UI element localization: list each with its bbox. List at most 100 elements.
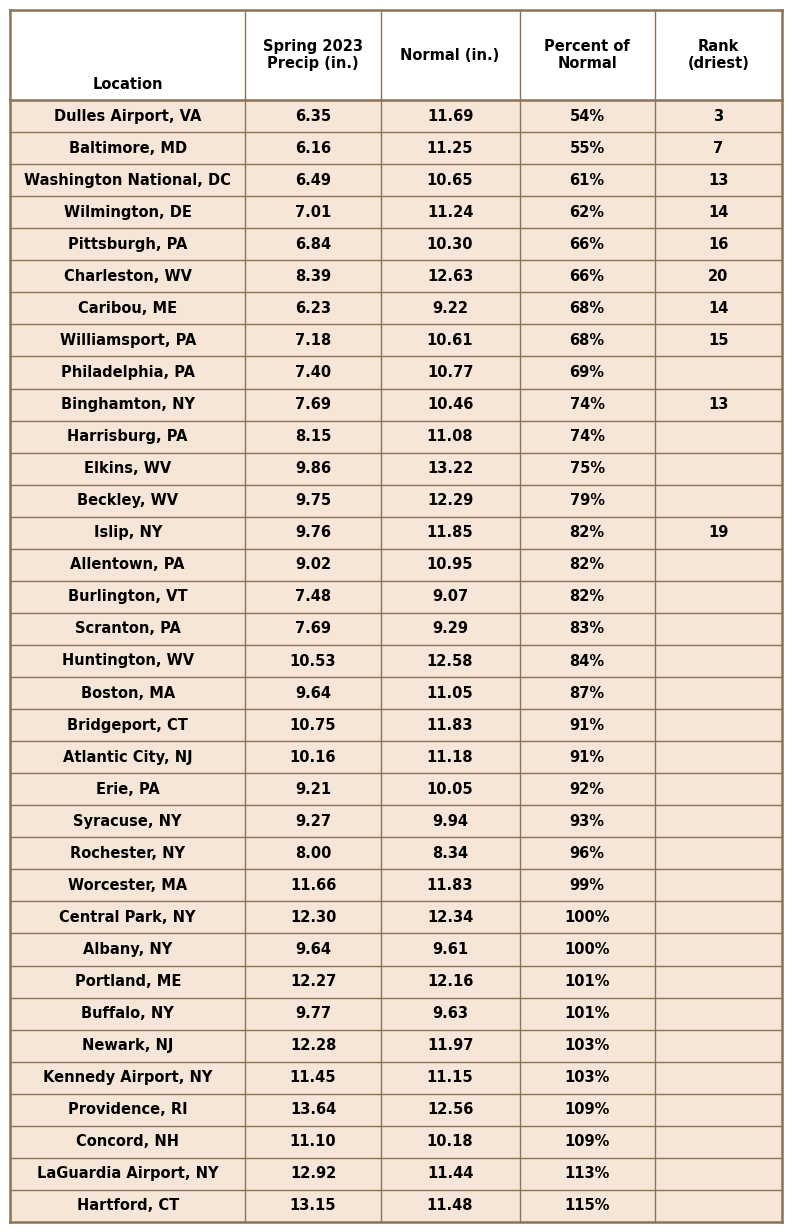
Text: 79%: 79% [569, 493, 604, 509]
Bar [655, 1158, 782, 1190]
Bar [655, 838, 782, 870]
Bar [655, 678, 782, 710]
Bar [10, 10, 246, 100]
Text: 8.34: 8.34 [432, 846, 468, 861]
Text: 9.94: 9.94 [432, 814, 468, 829]
Text: 11.69: 11.69 [427, 108, 474, 123]
Text: 10.05: 10.05 [427, 782, 474, 797]
Text: Islip, NY: Islip, NY [93, 525, 162, 541]
Text: Rank
(driest): Rank (driest) [687, 38, 749, 71]
Bar [655, 548, 782, 580]
Bar [246, 132, 381, 164]
Text: 82%: 82% [569, 525, 604, 541]
Text: 7.48: 7.48 [295, 589, 331, 605]
Text: Erie, PA: Erie, PA [96, 782, 160, 797]
Text: 83%: 83% [569, 621, 604, 637]
Bar [10, 902, 246, 934]
Bar [246, 1126, 381, 1158]
Bar [381, 164, 520, 196]
Text: 13.15: 13.15 [290, 1199, 337, 1214]
Text: Concord, NH: Concord, NH [76, 1135, 179, 1149]
Text: 101%: 101% [565, 1007, 610, 1021]
Bar [246, 742, 381, 774]
Bar [381, 196, 520, 228]
Text: 11.18: 11.18 [427, 749, 474, 765]
Text: 12.56: 12.56 [427, 1103, 474, 1117]
Text: Washington National, DC: Washington National, DC [25, 172, 231, 187]
Text: 6.84: 6.84 [295, 237, 331, 251]
Text: Philadelphia, PA: Philadelphia, PA [61, 365, 195, 379]
Bar [520, 934, 655, 966]
Text: Wilmington, DE: Wilmington, DE [64, 205, 192, 219]
Bar [381, 678, 520, 710]
Bar [520, 548, 655, 580]
Text: 9.63: 9.63 [432, 1007, 468, 1021]
Bar [655, 1094, 782, 1126]
Text: 115%: 115% [565, 1199, 610, 1214]
Bar [655, 774, 782, 806]
Text: Harrisburg, PA: Harrisburg, PA [67, 429, 188, 444]
Bar [655, 902, 782, 934]
Text: 9.21: 9.21 [295, 782, 331, 797]
Text: 13.64: 13.64 [290, 1103, 336, 1117]
Bar [246, 420, 381, 452]
Bar [655, 580, 782, 612]
Text: 7.69: 7.69 [295, 621, 331, 637]
Text: 91%: 91% [569, 717, 604, 733]
Text: 68%: 68% [569, 301, 604, 315]
Text: 8.15: 8.15 [295, 429, 331, 444]
Text: 74%: 74% [569, 429, 604, 444]
Bar [655, 516, 782, 548]
Bar [381, 1062, 520, 1094]
Bar [520, 164, 655, 196]
Text: 12.16: 12.16 [427, 975, 474, 989]
Bar [381, 806, 520, 838]
Bar [10, 934, 246, 966]
Bar [246, 324, 381, 356]
Bar [655, 742, 782, 774]
Bar [655, 388, 782, 420]
Text: Charleston, WV: Charleston, WV [63, 269, 192, 283]
Text: 100%: 100% [565, 910, 610, 925]
Bar [10, 742, 246, 774]
Text: Providence, RI: Providence, RI [68, 1103, 188, 1117]
Text: Central Park, NY: Central Park, NY [59, 910, 196, 925]
Text: 15: 15 [708, 333, 729, 347]
Text: 8.39: 8.39 [295, 269, 331, 283]
Bar [655, 100, 782, 132]
Bar [246, 100, 381, 132]
Bar [381, 356, 520, 388]
Text: Worcester, MA: Worcester, MA [68, 878, 188, 893]
Bar [246, 806, 381, 838]
Bar [246, 678, 381, 710]
Text: Dulles Airport, VA: Dulles Airport, VA [54, 108, 201, 123]
Bar [520, 774, 655, 806]
Text: 55%: 55% [569, 140, 605, 155]
Bar [520, 580, 655, 612]
Bar [520, 132, 655, 164]
Text: 9.75: 9.75 [295, 493, 331, 509]
Bar [10, 774, 246, 806]
Text: Atlantic City, NJ: Atlantic City, NJ [63, 749, 192, 765]
Text: 10.46: 10.46 [427, 397, 474, 411]
Bar [246, 870, 381, 902]
Bar [520, 998, 655, 1030]
Text: 11.25: 11.25 [427, 140, 474, 155]
Text: 68%: 68% [569, 333, 604, 347]
Bar [10, 612, 246, 646]
Text: 14: 14 [708, 205, 729, 219]
Text: 10.16: 10.16 [290, 749, 337, 765]
Text: 11.45: 11.45 [290, 1071, 337, 1085]
Text: 10.65: 10.65 [427, 172, 474, 187]
Text: 103%: 103% [565, 1071, 610, 1085]
Text: Location: Location [93, 76, 163, 92]
Bar [381, 548, 520, 580]
Bar [655, 164, 782, 196]
Bar [246, 710, 381, 742]
Bar [10, 580, 246, 612]
Text: 12.29: 12.29 [427, 493, 473, 509]
Text: 9.07: 9.07 [432, 589, 468, 605]
Bar [246, 646, 381, 678]
Bar [381, 292, 520, 324]
Bar [10, 292, 246, 324]
